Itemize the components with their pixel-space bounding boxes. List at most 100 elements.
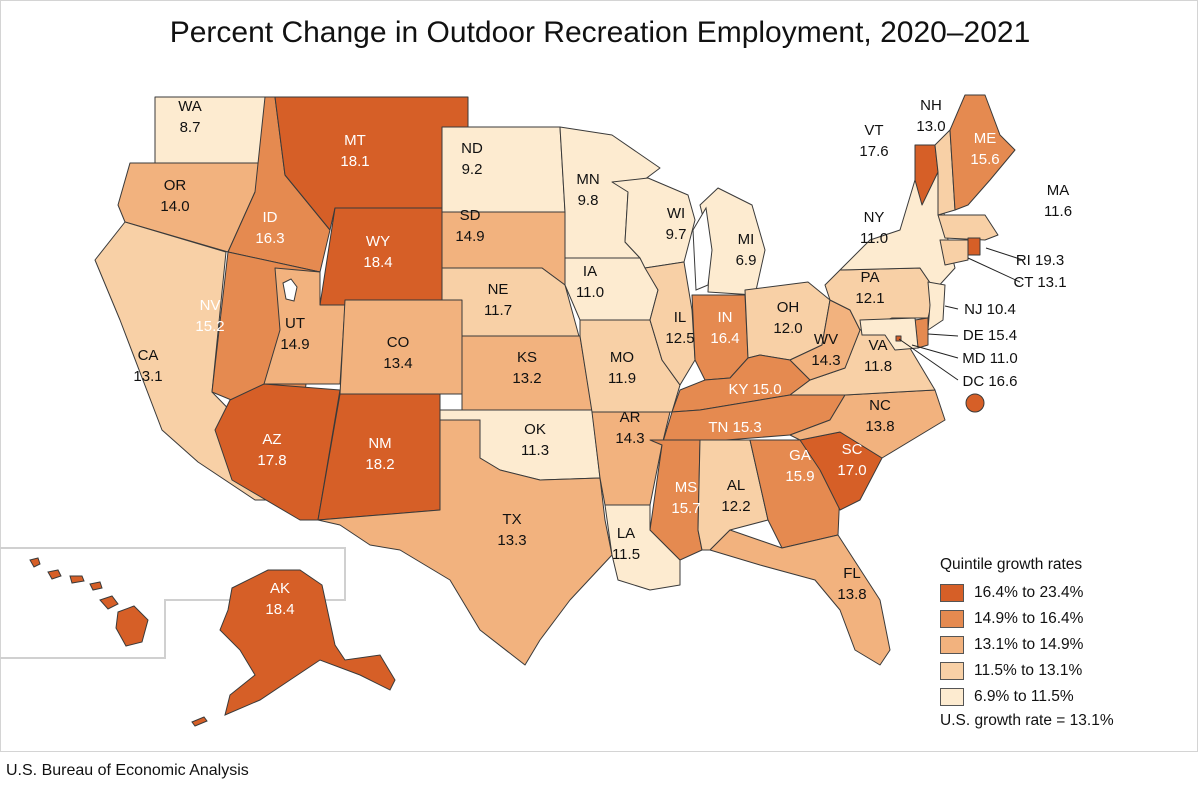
state-label-mt: MT xyxy=(344,132,366,149)
state-value-me: 15.6 xyxy=(970,151,999,168)
state-label-wv: WV xyxy=(814,331,838,348)
state-value-vt: 17.6 xyxy=(859,143,888,160)
legend-label: 14.9% to 16.4% xyxy=(974,610,1084,627)
state-label-id: ID xyxy=(263,209,278,226)
state-label-ok: OK xyxy=(524,421,546,438)
map-frame xyxy=(0,0,1198,752)
state-value-pa: 12.1 xyxy=(855,290,884,307)
leader-line xyxy=(967,257,1021,283)
state-value-wi: 9.7 xyxy=(666,226,687,243)
state-label-nj: NJ 10.4 xyxy=(964,301,1016,318)
state-label-me: ME xyxy=(974,130,997,147)
source-note: U.S. Bureau of Economic Analysis xyxy=(6,762,249,779)
state-label-wi: WI xyxy=(667,205,685,222)
state-value-ut: 14.9 xyxy=(280,336,309,353)
state-value-ne: 11.7 xyxy=(484,302,512,319)
state-value-wa: 8.7 xyxy=(180,119,201,136)
state-fl xyxy=(709,529,891,666)
map-title: Percent Change in Outdoor Recreation Emp… xyxy=(169,16,1031,49)
leader-line xyxy=(985,247,1024,261)
legend-row: 14.9% to 16.4% xyxy=(940,606,1190,632)
state-label-ar: AR xyxy=(620,409,641,426)
state-ct xyxy=(939,239,969,266)
state-value-az: 17.8 xyxy=(257,452,286,469)
legend: Quintile growth rates 16.4% to 23.4% 14.… xyxy=(940,556,1190,730)
state-label-ct: CT 13.1 xyxy=(1013,274,1066,291)
legend-title: Quintile growth rates xyxy=(940,556,1083,573)
state-label-de: DE 15.4 xyxy=(963,327,1017,344)
state-ri xyxy=(967,237,981,256)
state-value-wv: 14.3 xyxy=(811,352,840,369)
state-value-va: 11.8 xyxy=(864,358,892,375)
state-label-oh: OH xyxy=(777,299,800,316)
state-value-wy: 18.4 xyxy=(363,254,392,271)
state-value-nd: 9.2 xyxy=(462,161,483,178)
hawaii-island xyxy=(29,557,41,568)
legend-swatch xyxy=(940,584,964,602)
state-label-il: IL xyxy=(674,309,687,326)
state-value-nh: 13.0 xyxy=(916,118,945,135)
state-label-al: AL xyxy=(727,477,745,494)
state-value-ga: 15.9 xyxy=(785,468,814,485)
hawaii-island xyxy=(115,605,149,647)
state-value-ny: 11.0 xyxy=(860,230,888,247)
legend-row: 6.9% to 11.5% xyxy=(940,684,1190,710)
state-value-nc: 13.8 xyxy=(865,418,894,435)
state-value-id: 16.3 xyxy=(255,230,284,247)
hawaii-island xyxy=(89,581,103,591)
great-salt-lake xyxy=(282,278,298,302)
state-label-ak: AK xyxy=(270,580,290,597)
state-tx xyxy=(317,419,613,666)
leader-line xyxy=(898,338,959,381)
state-value-mo: 11.9 xyxy=(608,370,636,387)
state-label-md: MD 11.0 xyxy=(962,350,1018,367)
legend-row: 11.5% to 13.1% xyxy=(940,658,1190,684)
state-label-wy: WY xyxy=(366,233,390,250)
state-label-tx: TX xyxy=(502,511,521,528)
state-value-sc: 17.0 xyxy=(837,462,866,479)
state-me xyxy=(949,94,1016,211)
state-label-ca: CA xyxy=(138,347,159,364)
legend-swatch xyxy=(940,688,964,706)
legend-swatch xyxy=(940,610,964,628)
state-value-ak: 18.4 xyxy=(265,601,294,618)
state-label-tn: TN 15.3 xyxy=(708,419,761,436)
state-label-az: AZ xyxy=(262,431,281,448)
state-label-ut: UT xyxy=(285,315,305,332)
legend-row: 13.1% to 14.9% xyxy=(940,632,1190,658)
state-value-hi: 23.4 xyxy=(45,613,74,630)
state-label-pa: PA xyxy=(861,269,880,286)
state-label-wa: WA xyxy=(178,98,202,115)
state-label-or: OR xyxy=(164,177,187,194)
state-label-ga: GA xyxy=(789,447,811,464)
state-value-il: 12.5 xyxy=(665,330,694,347)
state-label-nc: NC xyxy=(869,397,891,414)
state-label-co: CO xyxy=(387,334,410,351)
state-vt xyxy=(914,144,939,206)
state-label-sd: SD xyxy=(460,207,481,224)
state-value-ar: 14.3 xyxy=(615,430,644,447)
state-label-mo: MO xyxy=(610,349,634,366)
state-label-ri: RI 19.3 xyxy=(1016,252,1064,269)
state-label-ma: MA xyxy=(1047,182,1070,199)
state-label-la: LA xyxy=(617,525,635,542)
state-value-in: 16.4 xyxy=(710,330,739,347)
state-label-vt: VT xyxy=(864,122,883,139)
us-map: WA 8.7 OR 14.0 CA 13.1 ID 16.3 NV 15.2 MT 18.1 WY 18.… xyxy=(0,94,1072,727)
state-value-nv: 15.2 xyxy=(195,318,224,335)
state-la xyxy=(604,504,681,591)
state-wa xyxy=(154,96,266,164)
state-label-nh: NH xyxy=(920,97,942,114)
legend-row: 16.4% to 23.4% xyxy=(940,580,1190,606)
state-label-va: VA xyxy=(869,337,888,354)
state-nj xyxy=(927,281,946,331)
state-value-ok: 11.3 xyxy=(521,442,549,459)
state-value-or: 14.0 xyxy=(160,198,189,215)
state-value-ca: 13.1 xyxy=(133,368,162,385)
leader-line xyxy=(927,333,959,337)
hawaii-island xyxy=(69,575,85,584)
state-label-in: IN xyxy=(718,309,733,326)
state-value-tx: 13.3 xyxy=(497,532,526,549)
us-growth-rate: U.S. growth rate = 13.1% xyxy=(940,712,1114,729)
state-value-sd: 14.9 xyxy=(455,228,484,245)
